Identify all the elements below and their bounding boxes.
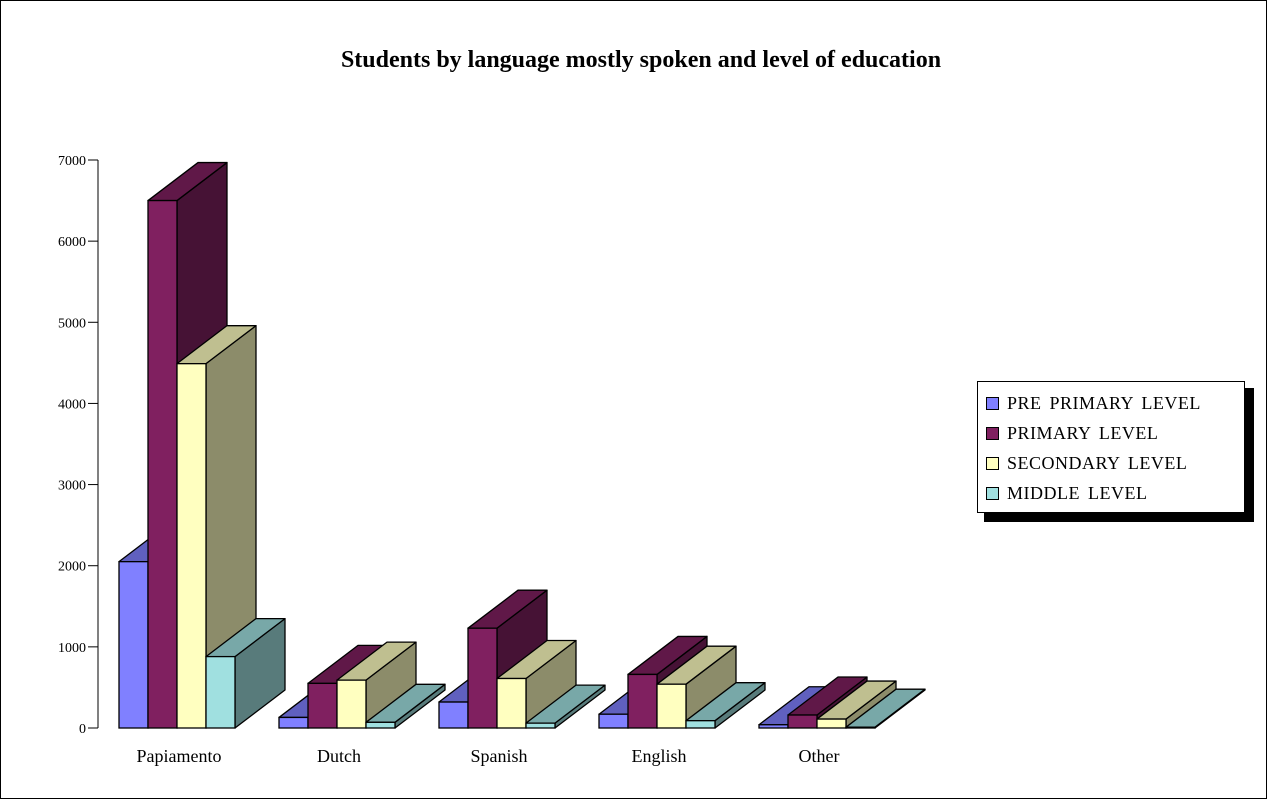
y-tick-label-0: 0 <box>79 722 86 737</box>
bar-english-middle-level <box>685 682 766 729</box>
x-category-label-0: Papiamento <box>137 746 222 766</box>
x-category-label-3: English <box>631 746 686 766</box>
legend-swatch-secondary <box>986 456 999 470</box>
bar-front <box>467 627 498 729</box>
bar-spanish-middle-level <box>525 684 606 729</box>
bar-other-middle-level <box>845 688 926 729</box>
bar-front <box>598 713 629 729</box>
bars <box>118 161 926 729</box>
bar-papiamento-middle-level <box>205 617 286 729</box>
legend-entry-middle: MIDDLE LEVEL <box>986 478 1244 508</box>
bar-front <box>147 199 178 729</box>
x-category-label-2: Spanish <box>470 746 527 766</box>
bar-front <box>685 720 716 729</box>
y-axis: 0 1000 2000 3000 4000 5000 6000 7000 <box>58 154 99 737</box>
bar-spanish-secondary-level <box>496 639 577 729</box>
bar-other-secondary-level <box>816 680 897 729</box>
x-category-label-4: Other <box>799 746 840 766</box>
legend-entry-secondary: SECONDARY LEVEL <box>986 448 1244 478</box>
bar-front <box>816 718 847 729</box>
y-tick-label-4: 4000 <box>58 397 86 412</box>
chart-title: Students by language mostly spoken and l… <box>340 47 942 73</box>
bar-front <box>438 701 469 729</box>
bar-front <box>656 683 687 729</box>
y-tick-label-7: 7000 <box>58 154 86 169</box>
y-tick-label-1: 1000 <box>58 641 86 656</box>
legend-entry-pre-primary: PRE PRIMARY LEVEL <box>986 388 1244 418</box>
bar-front <box>525 722 556 729</box>
legend-label-pre-primary: PRE PRIMARY LEVEL <box>1007 392 1201 413</box>
bar-front <box>118 561 149 729</box>
bar-front <box>176 363 207 729</box>
y-tick-label-5: 5000 <box>58 316 86 331</box>
legend-label-primary: PRIMARY LEVEL <box>1007 422 1159 443</box>
bar-front <box>205 655 236 729</box>
bar-front <box>627 673 658 729</box>
bar-front <box>365 721 396 729</box>
legend: PRE PRIMARY LEVEL PRIMARY LEVEL SECONDAR… <box>977 381 1245 513</box>
bar-front <box>845 726 876 729</box>
bar-english-secondary-level <box>656 645 737 729</box>
bar-front <box>307 682 338 729</box>
legend-label-middle: MIDDLE LEVEL <box>1007 482 1148 503</box>
bar-front <box>787 714 818 729</box>
y-tick-label-6: 6000 <box>58 235 86 250</box>
legend-swatch-pre-primary <box>986 396 999 410</box>
legend-swatch-primary <box>986 426 999 440</box>
y-tick-label-3: 3000 <box>58 479 86 494</box>
x-category-label-1: Dutch <box>317 746 361 766</box>
legend-label-secondary: SECONDARY LEVEL <box>1007 452 1188 473</box>
bar-front <box>496 677 527 729</box>
bar-front <box>758 724 789 729</box>
legend-entry-primary: PRIMARY LEVEL <box>986 418 1244 448</box>
y-tick-label-2: 2000 <box>58 560 86 575</box>
category-labels: Papiamento Dutch Spanish English Other <box>137 746 840 766</box>
bar-front <box>336 679 367 729</box>
legend-swatch-middle <box>986 486 999 500</box>
bar-dutch-middle-level <box>365 683 446 729</box>
bar-front <box>278 716 309 729</box>
